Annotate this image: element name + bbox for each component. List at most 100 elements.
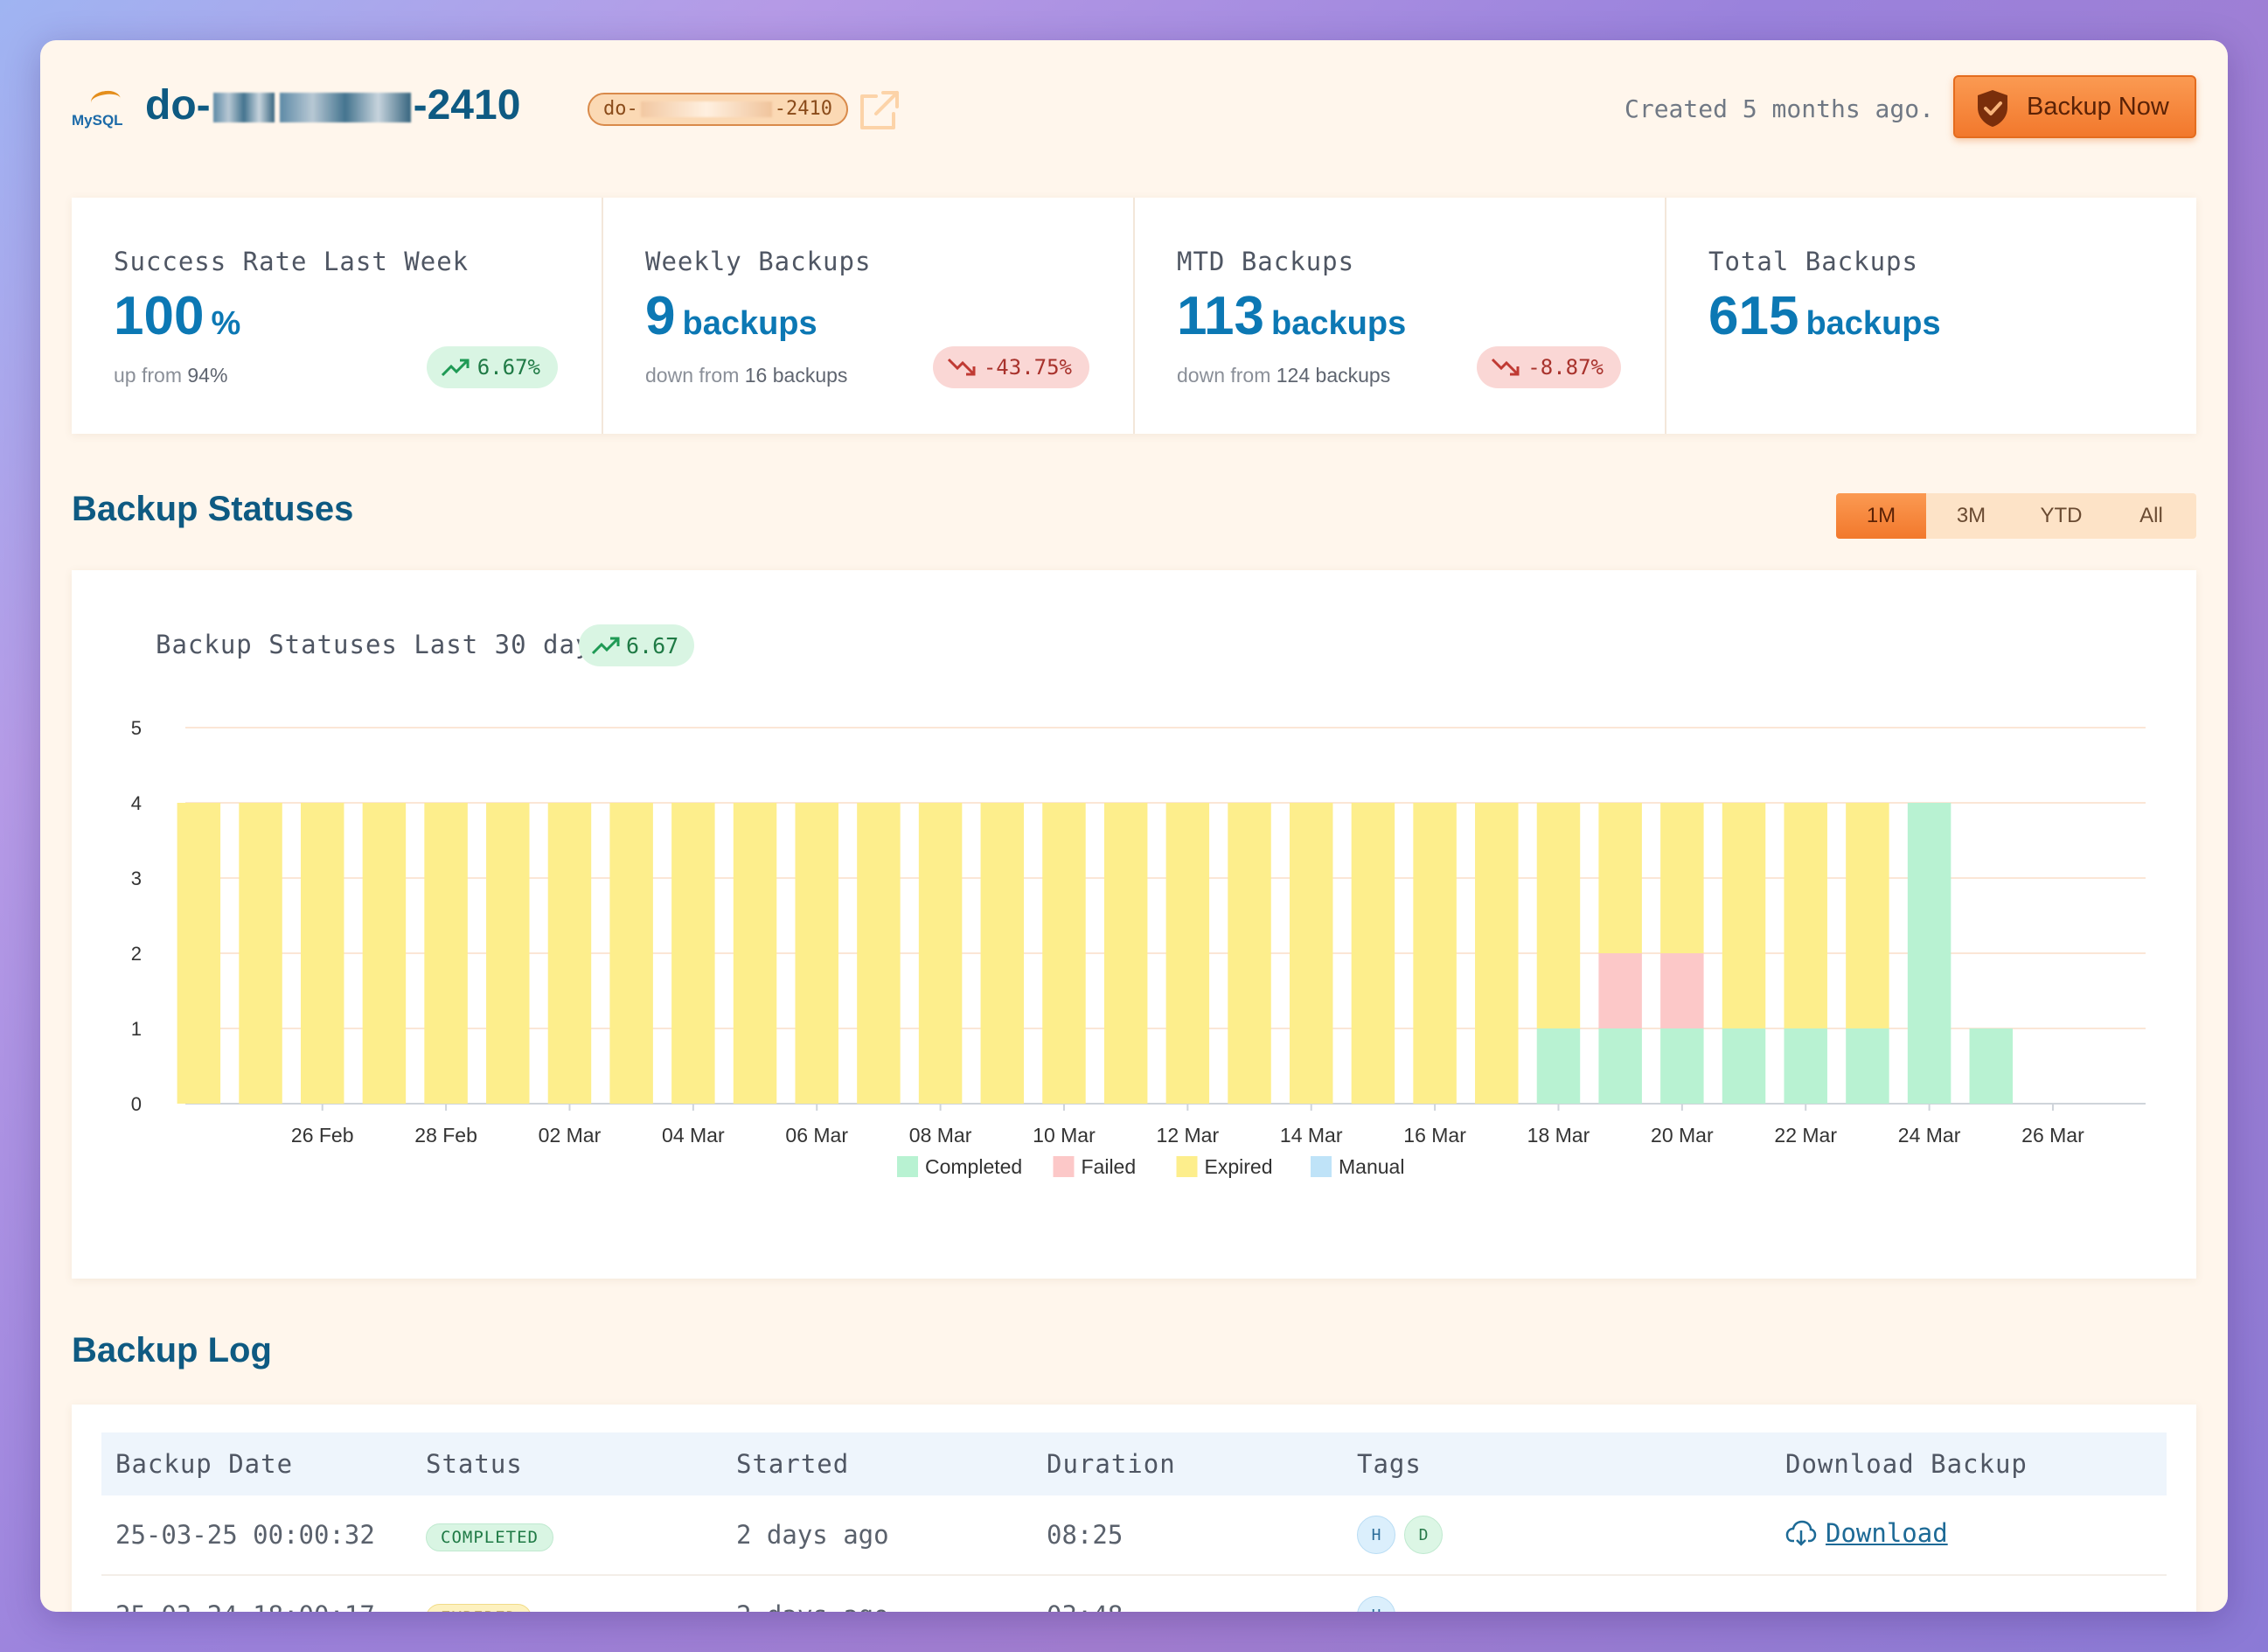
column-header[interactable]: Started: [736, 1449, 850, 1479]
external-link-icon[interactable]: [855, 87, 902, 135]
status-badge: COMPLETED: [426, 1523, 553, 1551]
x-tick-label: 24 Mar: [1898, 1124, 1961, 1147]
legend-swatch: [897, 1156, 918, 1177]
created-text: Created 5 months ago.: [1624, 94, 1934, 123]
bar-segment-expired: [918, 803, 963, 1104]
range-ytd-button[interactable]: YTD: [2040, 504, 2083, 527]
stat-value: 100%: [114, 286, 241, 346]
bar-segment-expired: [1598, 803, 1642, 953]
bar-segment-completed: [1722, 1028, 1766, 1104]
app-window: MySQL do- -2410 do- -2410 Created 5 months…: [40, 40, 2228, 1612]
range-all-button[interactable]: All: [2139, 504, 2163, 527]
range-1m-button[interactable]: 1M: [1836, 493, 1926, 539]
bar-segment-expired: [609, 803, 653, 1104]
stat-total-backups: Total Backups 615 backups: [1666, 198, 2196, 434]
duration-text: 08:25: [1047, 1520, 1124, 1550]
bar-segment-failed: [1598, 953, 1642, 1028]
download-link[interactable]: Download: [1785, 1518, 1948, 1548]
stat-title: Weekly Backups: [645, 247, 872, 276]
legend-swatch: [1053, 1156, 1075, 1177]
bar-segment-expired: [239, 803, 282, 1104]
x-tick-label: 18 Mar: [1527, 1124, 1590, 1147]
table-row[interactable]: 25-03-25 00:00:32 COMPLETED 2 days ago 0…: [101, 1495, 2167, 1576]
backup-now-button[interactable]: Backup Now: [1953, 75, 2196, 138]
bar-segment-expired: [1536, 803, 1581, 1028]
tag-h-badge: H: [1357, 1596, 1395, 1612]
stats-panel: Success Rate Last Week 100% up from 94% …: [72, 198, 2196, 434]
tag-d-badge: D: [1404, 1516, 1443, 1554]
bar-segment-expired: [1413, 803, 1457, 1104]
column-header[interactable]: Status: [426, 1449, 523, 1479]
stat-value: 113 backups: [1177, 286, 1407, 346]
bar-segment-expired: [1722, 803, 1766, 1028]
y-tick-label: 2: [131, 943, 142, 965]
chart-trend-badge: 6.67: [579, 624, 695, 666]
x-tick-label: 02 Mar: [539, 1124, 602, 1147]
redacted-text: [279, 93, 411, 123]
column-header[interactable]: Download Backup: [1785, 1449, 2028, 1479]
y-tick-label: 4: [131, 792, 142, 814]
y-tick-label: 0: [131, 1093, 142, 1115]
range-3m-button[interactable]: 3M: [1956, 504, 1986, 527]
table-header: Backup Date Status Started Duration Tags…: [101, 1432, 2167, 1495]
x-tick-label: 14 Mar: [1280, 1124, 1343, 1147]
page-header: MySQL do- -2410 do- -2410 Created 5 months…: [72, 75, 2196, 145]
y-tick-label: 5: [131, 717, 142, 739]
trending-up-icon: [441, 359, 470, 377]
legend-swatch: [1311, 1156, 1332, 1177]
section-title-log: Backup Log: [72, 1331, 272, 1370]
stat-subtext: down from 16 backups: [645, 364, 848, 387]
trend-badge: -8.87%: [1477, 346, 1621, 388]
section-title-statuses: Backup Statuses: [72, 490, 354, 528]
database-id-chip[interactable]: do- -2410: [588, 93, 848, 126]
bar-segment-completed: [1536, 1028, 1581, 1104]
x-tick-label: 28 Feb: [414, 1124, 477, 1147]
trending-down-icon: [947, 358, 976, 376]
legend-label: Failed: [1082, 1155, 1137, 1178]
x-tick-label: 10 Mar: [1033, 1124, 1096, 1147]
started-text: 2 days ago: [722, 1600, 1033, 1612]
bar-segment-completed: [1907, 803, 1951, 1104]
database-name: do- -2410: [145, 82, 521, 129]
trending-down-icon: [1492, 358, 1520, 376]
x-tick-label: 26 Feb: [291, 1124, 354, 1147]
duration-text: 03:48: [1033, 1600, 1343, 1612]
bar-segment-expired: [1165, 803, 1210, 1104]
chart-title: Backup Statuses Last 30 days: [156, 630, 608, 659]
trend-badge: -43.75%: [932, 346, 1089, 388]
stat-title: Success Rate Last Week: [114, 247, 470, 276]
bar-segment-expired: [857, 803, 901, 1104]
table-row[interactable]: 25-03-24 18:00:17 EXPIRED 2 days ago 03:…: [101, 1576, 2167, 1612]
backup-date: 25-03-24 18:00:17: [101, 1600, 412, 1612]
bar-segment-expired: [1475, 803, 1519, 1104]
x-tick-label: 22 Mar: [1774, 1124, 1837, 1147]
column-header[interactable]: Tags: [1357, 1449, 1422, 1479]
backup-status-chart-card: Backup Statuses Last 30 days 6.67 0 1 2 3 4 5…: [72, 570, 2196, 1279]
column-header[interactable]: Duration: [1047, 1449, 1176, 1479]
column-header[interactable]: Backup Date: [115, 1449, 294, 1479]
x-tick-label: 26 Mar: [2021, 1124, 2084, 1147]
started-text: 2 days ago: [736, 1520, 889, 1550]
x-tick-label: 16 Mar: [1403, 1124, 1466, 1147]
mysql-logo-icon: MySQL: [72, 88, 126, 129]
bar-segment-expired: [1784, 803, 1827, 1028]
legend-swatch: [1176, 1156, 1198, 1177]
bar-segment-completed: [1598, 1028, 1642, 1104]
bar-segment-expired: [362, 803, 407, 1104]
bar-segment-expired: [177, 803, 221, 1104]
bar-segment-expired: [980, 803, 1025, 1104]
bar-segment-expired: [1042, 803, 1086, 1104]
stat-title: MTD Backups: [1177, 247, 1355, 276]
stat-value: 9 backups: [645, 286, 817, 346]
y-tick-label: 1: [131, 1018, 142, 1040]
stat-mtd-backups: MTD Backups 113 backups down from 124 bac…: [1135, 198, 1666, 434]
tag-h-badge: H: [1357, 1516, 1395, 1554]
backup-log-card: Backup Date Status Started Duration Tags…: [72, 1405, 2196, 1612]
redacted-text: [212, 93, 275, 123]
range-selector: 1M 3M YTD All: [1836, 493, 2196, 539]
stat-subtext: down from 124 backups: [1177, 364, 1391, 387]
stat-value: 615 backups: [1708, 286, 1941, 346]
x-tick-label: 04 Mar: [662, 1124, 725, 1147]
bar-segment-completed: [1784, 1028, 1827, 1104]
backup-log-table: Backup Date Status Started Duration Tags…: [101, 1432, 2167, 1612]
